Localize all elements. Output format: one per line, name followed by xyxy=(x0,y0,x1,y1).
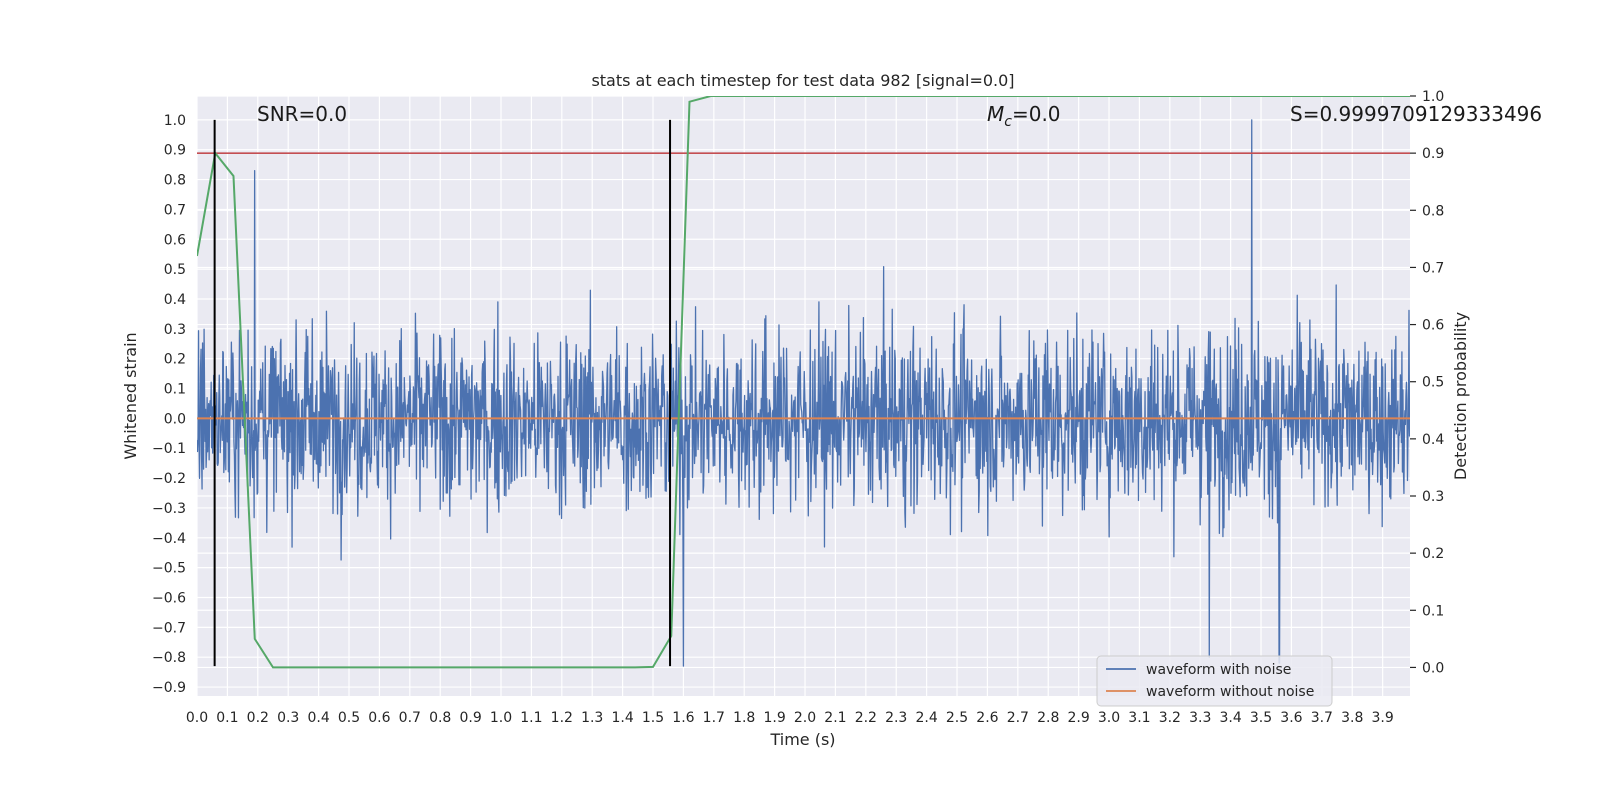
y2-tick-label: 1.0 xyxy=(1422,89,1444,105)
y-tick-label: 0.6 xyxy=(164,232,186,248)
x-tick-label: 2.5 xyxy=(946,710,968,726)
y2-axis-label: Detection probability xyxy=(1451,312,1470,480)
x-tick-label: 2.1 xyxy=(824,710,846,726)
x-tick-label: 3.0 xyxy=(1098,710,1120,726)
chart-title: stats at each timestep for test data 982… xyxy=(591,71,1014,90)
y-tick-label: 0.8 xyxy=(164,173,186,189)
x-tick-label: 1.2 xyxy=(551,710,573,726)
x-axis-label: Time (s) xyxy=(769,730,835,749)
y-tick-label: −0.3 xyxy=(152,501,186,517)
x-tick-label: 0.0 xyxy=(186,710,208,726)
x-tick-label: 1.0 xyxy=(490,710,512,726)
x-tick-label: 2.7 xyxy=(1007,710,1029,726)
y-tick-label: 0.9 xyxy=(164,143,186,159)
y2-tick-label: 0.3 xyxy=(1422,489,1444,505)
y2-tick-label: 0.9 xyxy=(1422,146,1444,162)
y2-tick-label: 0.8 xyxy=(1422,203,1444,219)
y-tick-label: 0.1 xyxy=(164,382,186,398)
x-tick-label: 2.4 xyxy=(915,710,937,726)
x-tick-label: 1.6 xyxy=(672,710,694,726)
legend-label-clean: waveform without noise xyxy=(1146,684,1314,700)
x-tick-label: 2.0 xyxy=(794,710,816,726)
y-tick-label: 0.5 xyxy=(164,262,186,278)
x-tick-label: 0.1 xyxy=(216,710,238,726)
x-tick-label: 3.3 xyxy=(1189,710,1211,726)
x-tick-label: 0.8 xyxy=(429,710,451,726)
y-axis-label: Whitened strain xyxy=(121,332,140,459)
y-tick-label: 0.4 xyxy=(164,292,186,308)
y-tick-label: −0.7 xyxy=(152,620,186,636)
x-tick-label: 1.3 xyxy=(581,710,603,726)
y-tick-label: 1.0 xyxy=(164,113,186,129)
y-tick-label: −0.5 xyxy=(152,561,186,577)
x-tick-label: 3.5 xyxy=(1250,710,1272,726)
x-tick-label: 3.4 xyxy=(1220,710,1242,726)
axes-layer: 0.0 0.1 0.2 0.3 0.4 0.5 0.6 0.7 0.8 0.9 1.0 1.1 1.2 1… xyxy=(152,89,1444,726)
chirp-mass-subscript: c xyxy=(1004,114,1012,130)
y-tick-label: −0.8 xyxy=(152,650,186,666)
chirp-mass-annotation: Mc=0.0 xyxy=(987,102,1061,130)
y2-tick-label: 0.4 xyxy=(1422,432,1444,448)
x-tick-label: 1.9 xyxy=(763,710,785,726)
chirp-mass-symbol: M xyxy=(987,102,1004,126)
x-tick-label: 0.9 xyxy=(459,710,481,726)
y-tick-label: 0.0 xyxy=(164,411,186,427)
series-detection-probability xyxy=(197,96,1410,669)
legend-label-noise: waveform with noise xyxy=(1146,662,1291,678)
y-tick-label: 0.2 xyxy=(164,352,186,368)
y-tick-label: 0.3 xyxy=(164,322,186,338)
snr-annotation: SNR=0.0 xyxy=(257,102,347,126)
x-tick-label: 3.2 xyxy=(1159,710,1181,726)
x-tick-label: 1.1 xyxy=(520,710,542,726)
y-tick-label: −0.4 xyxy=(152,531,186,547)
x-tick-label: 3.1 xyxy=(1128,710,1150,726)
x-tick-label: 3.9 xyxy=(1372,710,1394,726)
chirp-mass-value: =0.0 xyxy=(1012,102,1061,126)
y2-tick-label: 0.1 xyxy=(1422,603,1444,619)
x-tick-label: 1.8 xyxy=(733,710,755,726)
x-tick-label: 2.3 xyxy=(885,710,907,726)
x-tick-label: 1.4 xyxy=(611,710,633,726)
y-tick-label: 0.7 xyxy=(164,202,186,218)
legend-box xyxy=(1096,655,1333,707)
x-tick-label: 1.5 xyxy=(642,710,664,726)
x-tick-label: 3.8 xyxy=(1341,710,1363,726)
y2-tick-label: 0.0 xyxy=(1422,660,1444,676)
x-tick-label: 0.3 xyxy=(277,710,299,726)
x-tick-label: 0.6 xyxy=(368,710,390,726)
y-tick-label: −0.1 xyxy=(152,441,186,457)
x-tick-label: 2.8 xyxy=(1037,710,1059,726)
y2-tick-label: 0.7 xyxy=(1422,260,1444,276)
x-tick-label: 3.7 xyxy=(1311,710,1333,726)
y2-tick-label: 0.6 xyxy=(1422,318,1444,334)
legend: waveform with noise waveform without noi… xyxy=(1096,655,1333,707)
x-tick-label: 0.2 xyxy=(247,710,269,726)
y2-tick-label: 0.2 xyxy=(1422,546,1444,562)
y-tick-label: −0.6 xyxy=(152,590,186,606)
y2-tick-label: 0.5 xyxy=(1422,375,1444,391)
x-tick-label: 3.6 xyxy=(1280,710,1302,726)
y-tick-label: −0.9 xyxy=(152,680,186,696)
x-tick-label: 0.4 xyxy=(307,710,329,726)
x-tick-label: 0.5 xyxy=(338,710,360,726)
y-tick-label: −0.2 xyxy=(152,471,186,487)
x-tick-label: 2.9 xyxy=(1067,710,1089,726)
s-annotation: S=0.9999709129333496 xyxy=(1290,102,1542,126)
series-layer xyxy=(197,96,1410,669)
x-tick-label: 0.7 xyxy=(399,710,421,726)
x-tick-label: 2.2 xyxy=(855,710,877,726)
x-tick-label: 1.7 xyxy=(703,710,725,726)
x-tick-label: 2.6 xyxy=(976,710,998,726)
